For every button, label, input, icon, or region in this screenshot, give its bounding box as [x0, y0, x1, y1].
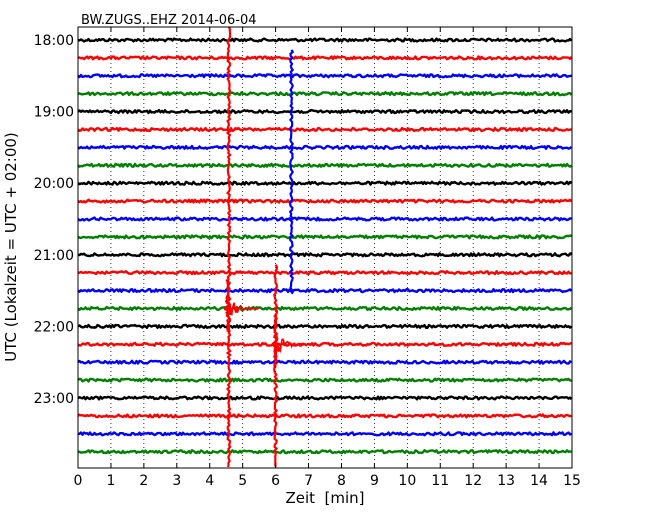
trace-2 [77, 73, 572, 79]
x-tick-label-8: 8 [337, 473, 346, 489]
x-tick-label-2: 2 [139, 473, 148, 489]
trace-0 [77, 37, 573, 43]
trace-19 [77, 377, 572, 383]
x-tick-label-6: 6 [271, 473, 280, 489]
trace-22 [77, 431, 573, 437]
y-axis-label: UTC (Lokalzeit = UTC + 02:00) [2, 132, 20, 362]
x-axis-label: Zeit [min] [285, 489, 364, 507]
trace-lines [77, 37, 573, 455]
y-tick-label-5: 23:00 [34, 391, 74, 407]
trace-10 [77, 216, 572, 222]
plot-frame [77, 26, 573, 469]
trace-4 [77, 109, 572, 115]
event-spike-1 [288, 49, 295, 295]
x-tick-label-10: 10 [398, 473, 416, 489]
x-tick-label-3: 3 [172, 473, 181, 489]
trace-20 [77, 395, 573, 401]
trace-16 [77, 323, 573, 329]
trace-23 [77, 449, 572, 455]
x-tick-label-13: 13 [497, 473, 515, 489]
chart-title: BW.ZUGS..EHZ 2014-06-04 [81, 13, 257, 28]
trace-6 [77, 144, 573, 150]
trace-9 [77, 198, 573, 204]
event-burst-core-4 [271, 315, 279, 368]
y-tick-label-3: 21:00 [34, 248, 74, 264]
x-tick-label-0: 0 [74, 473, 83, 489]
x-tick-label-1: 1 [106, 473, 115, 489]
trace-21 [77, 413, 572, 419]
x-tick-label-12: 12 [464, 473, 482, 489]
trace-5 [77, 126, 572, 133]
y-tick-label-1: 19:00 [34, 105, 74, 121]
y-tick-label-4: 22:00 [34, 319, 74, 335]
trace-15 [77, 305, 573, 312]
trace-18 [77, 359, 573, 365]
event-burst-3 [227, 302, 260, 316]
trace-12 [77, 252, 572, 258]
x-tick-label-14: 14 [530, 473, 548, 489]
x-tick-label-11: 11 [431, 473, 449, 489]
trace-7 [77, 162, 573, 168]
x-tick-label-4: 4 [205, 473, 214, 489]
trace-11 [77, 234, 572, 240]
x-tick-label-5: 5 [238, 473, 247, 489]
trace-1 [77, 55, 573, 61]
event-spike-0 [225, 26, 232, 468]
trace-8 [77, 180, 572, 186]
event-burst-4 [274, 338, 307, 354]
y-axis: 18:00 19:00 20:00 21:00 22:00 23:00 [34, 33, 572, 407]
x-axis: 0 1 2 3 4 5 6 7 8 9 10 11 12 13 14 15 [74, 27, 581, 489]
trace-3 [77, 91, 573, 97]
event-burst-core-3 [223, 279, 234, 333]
trace-13 [77, 270, 572, 276]
x-tick-label-9: 9 [370, 473, 379, 489]
x-tick-label-7: 7 [304, 473, 313, 489]
y-tick-label-0: 18:00 [34, 33, 74, 49]
x-tick-label-15: 15 [563, 473, 581, 489]
y-tick-label-2: 20:00 [34, 176, 74, 192]
trace-17 [77, 341, 572, 347]
event-signals [223, 26, 307, 468]
trace-14 [77, 288, 573, 294]
